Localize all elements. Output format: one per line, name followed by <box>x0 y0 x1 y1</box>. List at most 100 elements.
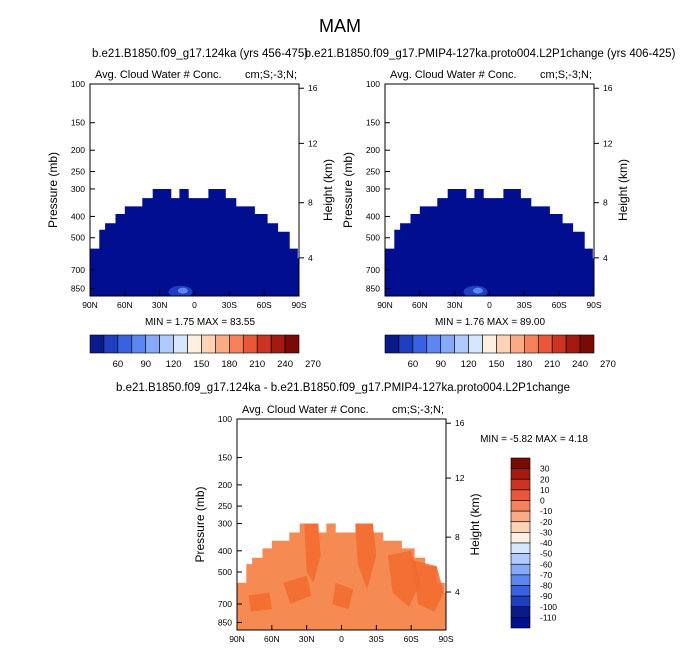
y-axis-title: Pressure (mb) <box>193 486 207 562</box>
x-tick-label: 60N <box>117 300 133 310</box>
colorbar-swatch <box>256 334 272 354</box>
colorbar: 60 90 120 150 180 210 240 270 <box>384 334 616 370</box>
x-tick-label: 90N <box>229 634 245 644</box>
x-tick-label: 90N <box>377 300 393 310</box>
y-tick-label: 850 <box>366 283 380 293</box>
x-tick-label: 60N <box>264 634 280 644</box>
y-tick-label: 250 <box>218 501 232 511</box>
colorbar-label: 270 <box>305 359 321 370</box>
colorbar-swatch <box>89 334 105 354</box>
data-blob-core <box>177 287 188 294</box>
y-tick-label: 700 <box>366 265 380 275</box>
colorbar-swatch <box>579 334 595 354</box>
y-tick-label: 400 <box>218 546 232 556</box>
y-right-tick-label: 8 <box>455 532 460 542</box>
colorbar-label: -90 <box>540 591 553 601</box>
y-right-tick-label: 16 <box>455 418 465 428</box>
colorbar-swatch <box>242 334 258 354</box>
colorbar-swatch <box>229 334 244 354</box>
y-right-tick-label: 4 <box>603 253 608 263</box>
colorbar-swatch <box>510 617 531 629</box>
x-tick-label: 60N <box>412 300 428 310</box>
x-tick-label: 60S <box>552 300 567 310</box>
y-right-axis-title: Height (km) <box>468 493 482 555</box>
y-tick-label: 300 <box>71 184 85 194</box>
x-tick-label: 30N <box>299 634 315 644</box>
x-tick-label: 0 <box>192 300 197 310</box>
right-label: cm;S;-3;N; <box>540 69 592 81</box>
y-tick-label: 200 <box>218 480 232 490</box>
y-tick-label: 700 <box>218 599 232 609</box>
colorbar-label: 120 <box>166 359 182 370</box>
y-tick-label: 850 <box>218 617 232 627</box>
colorbar-swatch <box>510 606 531 618</box>
stats-text: MIN = -5.82 MAX = 4.18 <box>480 434 588 445</box>
data-patch <box>411 559 444 612</box>
colorbar-label: 90 <box>140 359 151 370</box>
colorbar-swatch <box>482 334 497 354</box>
data-patch <box>248 592 272 612</box>
y-right-tick-label: 16 <box>603 83 613 93</box>
data-patch <box>332 582 354 610</box>
colorbar-label: 210 <box>249 359 265 370</box>
y-tick-label: 200 <box>71 145 85 155</box>
colorbar-swatch <box>537 334 553 354</box>
x-tick-label: 90S <box>291 300 306 310</box>
colorbar-label: -50 <box>540 549 553 559</box>
y-right-tick-label: 12 <box>455 473 465 483</box>
figure-title: MAM <box>319 16 361 36</box>
colorbar-label: 180 <box>516 359 532 370</box>
x-tick-label: 30N <box>447 300 463 310</box>
colorbar-label: 0 <box>540 496 545 506</box>
panel-3: b.e21.B1850.f09_g17.124ka - b.e21.B1850.… <box>116 382 588 644</box>
y-tick-label: 400 <box>71 211 85 221</box>
x-tick-label: 0 <box>339 634 344 644</box>
x-tick-label: 90N <box>82 300 98 310</box>
x-tick-label: 90S <box>438 634 453 644</box>
y-tick-label: 250 <box>71 167 85 177</box>
colorbar-label: 240 <box>572 359 588 370</box>
x-tick-label: 30S <box>222 300 237 310</box>
panel-title: b.e21.B1850.f09_g17.PMIP4-127ka.proto004… <box>305 48 676 60</box>
colorbar-label: -10 <box>540 506 553 516</box>
x-tick-label: 0 <box>487 300 492 310</box>
data-layer <box>237 523 446 630</box>
colorbar: 60 90 120 150 180 210 240 270 <box>89 334 321 370</box>
colorbar-swatch <box>426 334 442 354</box>
panel-1: b.e21.B1850.f09_g17.124ka (yrs 456-475) A… <box>46 48 335 370</box>
y-right-tick-label: 4 <box>308 253 313 263</box>
colorbar-label: 150 <box>194 359 210 370</box>
y-right-tick-label: 4 <box>455 587 460 597</box>
colorbar-swatch <box>215 334 230 354</box>
colorbar-label: -20 <box>540 517 553 527</box>
x-tick-label: 30S <box>517 300 532 310</box>
panel-title: b.e21.B1850.f09_g17.124ka - b.e21.B1850.… <box>116 382 570 394</box>
colorbar-swatch <box>510 574 531 586</box>
colorbar-label: -60 <box>540 559 553 569</box>
y-tick-label: 150 <box>71 118 85 128</box>
colorbar-swatch <box>496 334 511 354</box>
colorbar-swatch <box>510 489 531 501</box>
y-axis-title: Pressure (mb) <box>341 152 355 228</box>
right-label: cm;S;-3;N; <box>392 404 444 416</box>
colorbar-swatch <box>510 457 531 469</box>
colorbar-swatch <box>510 532 531 544</box>
colorbar-swatch <box>398 334 414 354</box>
data-field <box>237 523 446 630</box>
y-tick-label: 100 <box>366 79 380 89</box>
colorbar-swatch <box>565 334 581 354</box>
panel-2: b.e21.B1850.f09_g17.PMIP4-127ka.proto004… <box>305 48 676 370</box>
colorbar-swatch <box>412 334 428 354</box>
y-right-tick-label: 12 <box>603 138 613 148</box>
y-right-axis-title: Height (km) <box>616 159 630 221</box>
x-tick-label: 30S <box>369 634 384 644</box>
data-patch <box>304 523 321 583</box>
panel-title: b.e21.B1850.f09_g17.124ka (yrs 456-475) <box>92 48 308 60</box>
colorbar-label: 180 <box>221 359 237 370</box>
colorbar-label: 30 <box>540 464 550 474</box>
colorbar-swatch <box>145 334 160 354</box>
colorbar-swatch <box>510 563 531 576</box>
y-axis-title: Pressure (mb) <box>46 152 60 228</box>
colorbar-label: 10 <box>540 485 550 495</box>
